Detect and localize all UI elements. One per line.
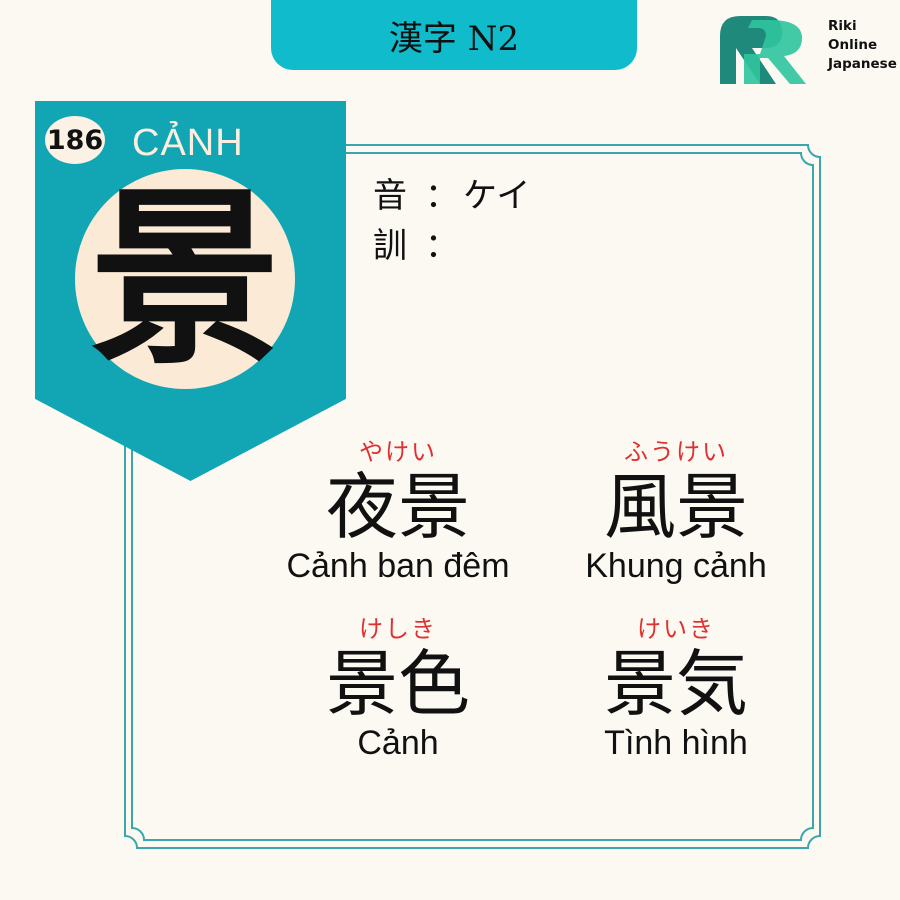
vocab-furigana: けしき — [359, 616, 437, 643]
riki-logo-icon — [720, 16, 806, 84]
vocab-meaning: Cảnh ban đêm — [286, 547, 510, 585]
logo-line-3: Japanese — [828, 56, 897, 72]
vocab-meaning: Tình hình — [604, 724, 748, 762]
header-title: 漢字 N2 — [271, 0, 637, 70]
vocab-item: やけい 夜景 Cảnh ban đêm — [258, 438, 538, 586]
vocab-item: けいき 景気 Tình hình — [536, 615, 816, 763]
vocab-furigana: ふうけい — [624, 439, 728, 466]
riki-logo: Riki Online Japanese — [718, 14, 898, 94]
on-label: 音 — [373, 176, 407, 216]
vocab-item: ふうけい 風景 Khung cảnh — [536, 438, 816, 586]
on-value: ケイ — [463, 176, 531, 216]
vocab-furigana: けいき — [637, 616, 715, 643]
kun-colon: ： — [425, 226, 459, 266]
on-reading-row: 音 ：ケイ — [373, 168, 530, 217]
logo-line-1: Riki — [828, 18, 857, 34]
on-colon: ： — [425, 176, 459, 216]
vocab-kanji: 風景 — [603, 465, 748, 549]
han-viet-reading: CẢNH — [132, 122, 244, 164]
main-kanji: 景 — [89, 167, 280, 390]
vocab-item: けしき 景色 Cảnh — [258, 615, 538, 763]
kanji-number: 186 — [45, 116, 105, 164]
kun-reading-row: 訓： — [373, 218, 463, 267]
kun-label: 訓 — [373, 226, 407, 266]
vocab-furigana: やけい — [359, 439, 437, 466]
vocab-meaning: Cảnh — [357, 724, 439, 762]
vocab-meaning: Khung cảnh — [585, 547, 767, 585]
logo-wordmark: Riki Online Japanese — [828, 17, 897, 74]
vocab-kanji: 夜景 — [325, 465, 470, 549]
vocab-kanji: 景気 — [603, 642, 748, 726]
main-kanji-circle: 景 — [75, 169, 295, 389]
logo-line-2: Online — [828, 37, 878, 53]
vocab-kanji: 景色 — [325, 642, 470, 726]
